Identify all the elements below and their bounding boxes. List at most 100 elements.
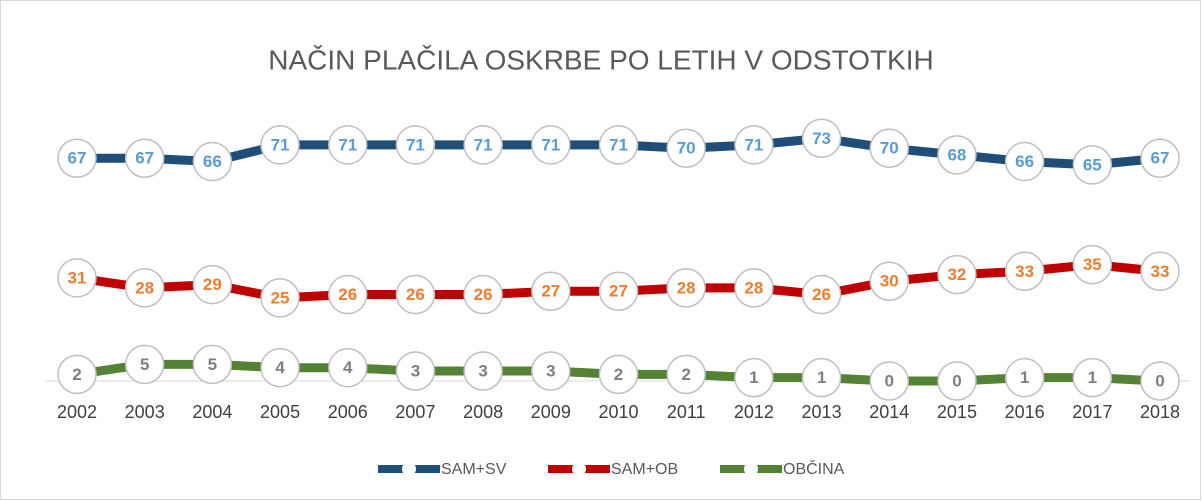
- label-bubble: [869, 128, 909, 168]
- data-label: 32: [947, 265, 966, 284]
- label-bubble: [598, 354, 639, 395]
- x-tick-label: 2015: [937, 402, 977, 422]
- label-bubble: [531, 351, 571, 391]
- label-bubble: [598, 271, 639, 311]
- data-label: 73: [812, 129, 831, 148]
- label-bubble: [260, 278, 300, 318]
- data-label: 67: [68, 149, 87, 168]
- data-label: 1: [1020, 368, 1029, 387]
- data-label: 0: [885, 371, 894, 390]
- x-tick-label: 2018: [1140, 402, 1180, 422]
- x-tick-label: 2006: [328, 402, 368, 422]
- label-bubble: [734, 357, 774, 398]
- data-label: 28: [135, 278, 154, 297]
- data-label: 71: [474, 135, 493, 154]
- label-bubble: [463, 351, 503, 391]
- label-bubble: [463, 125, 503, 165]
- label-bubble: [801, 274, 842, 315]
- label-bubble: [57, 258, 97, 298]
- x-tick-label: 2005: [260, 402, 300, 422]
- legend-marker: [572, 462, 586, 476]
- x-tick-label: 2002: [57, 402, 97, 422]
- label-bubble: [328, 125, 368, 165]
- data-label: 27: [609, 282, 628, 301]
- label-bubble: [666, 268, 706, 308]
- data-label: 26: [812, 285, 831, 304]
- data-label: 67: [135, 149, 154, 168]
- label-bubble: [531, 125, 571, 165]
- label-bubble: [1072, 244, 1113, 285]
- data-label: 71: [609, 135, 628, 154]
- label-bubble: [1140, 361, 1180, 401]
- x-tick-label: 2014: [869, 402, 909, 422]
- x-tick-label: 2007: [395, 402, 435, 422]
- data-label: 2: [72, 365, 81, 384]
- label-bubble: [1004, 141, 1045, 182]
- label-bubble: [1140, 138, 1180, 178]
- label-bubble: [869, 361, 909, 401]
- label-bubble: [395, 274, 436, 315]
- data-label: 5: [208, 355, 217, 374]
- label-bubble: [734, 268, 774, 308]
- data-label: 30: [880, 272, 899, 291]
- data-label: 67: [1151, 149, 1170, 168]
- data-label: 28: [677, 278, 696, 297]
- label-bubble: [192, 344, 233, 385]
- legend-label: SAM+SV: [441, 461, 507, 478]
- label-bubble: [734, 125, 774, 165]
- data-label: 33: [1151, 262, 1170, 281]
- data-label: 71: [744, 135, 763, 154]
- data-label: 66: [203, 152, 222, 171]
- data-label: 26: [474, 285, 493, 304]
- legend-label: SAM+OB: [611, 461, 678, 478]
- label-bubble: [395, 125, 436, 165]
- label-bubble: [801, 118, 842, 159]
- label-bubble: [1072, 145, 1113, 185]
- label-bubble: [869, 261, 909, 301]
- label-bubble: [395, 351, 436, 391]
- data-label: 28: [744, 278, 763, 297]
- label-bubble: [192, 264, 233, 305]
- data-label: 25: [271, 288, 290, 307]
- data-label: 0: [1155, 371, 1164, 390]
- label-bubble: [666, 128, 706, 168]
- x-tick-label: 2016: [1005, 402, 1045, 422]
- x-tick-label: 2017: [1072, 402, 1112, 422]
- data-label: 27: [541, 282, 560, 301]
- label-bubble: [124, 268, 165, 308]
- data-label: 35: [1083, 255, 1102, 274]
- x-tick-label: 2003: [125, 402, 165, 422]
- data-label: 71: [338, 135, 357, 154]
- data-label: 5: [140, 355, 149, 374]
- label-bubble: [598, 125, 639, 165]
- data-label: 31: [68, 268, 87, 287]
- legend-marker: [402, 462, 416, 476]
- data-label: 71: [271, 135, 290, 154]
- data-label: 2: [614, 365, 623, 384]
- x-tick-label: 2004: [192, 402, 232, 422]
- legend-label: OBČINA: [783, 459, 845, 478]
- label-bubble: [1072, 357, 1113, 398]
- data-label: 66: [1015, 152, 1034, 171]
- data-label: 68: [947, 145, 966, 164]
- label-bubble: [937, 135, 977, 175]
- label-bubble: [1004, 357, 1045, 398]
- data-label: 71: [406, 135, 425, 154]
- data-label: 1: [749, 368, 758, 387]
- label-bubble: [260, 125, 300, 165]
- label-bubble: [463, 274, 503, 315]
- data-label: 2: [681, 365, 690, 384]
- data-label: 1: [1088, 368, 1097, 387]
- data-label: 4: [343, 358, 353, 377]
- data-label: 3: [546, 362, 555, 381]
- label-bubble: [124, 138, 165, 178]
- data-label: 26: [406, 285, 425, 304]
- label-bubble: [531, 271, 571, 311]
- label-bubble: [937, 361, 977, 401]
- label-bubble: [328, 347, 368, 388]
- label-bubble: [57, 354, 97, 395]
- label-bubble: [666, 354, 706, 395]
- x-tick-label: 2013: [802, 402, 842, 422]
- data-label: 71: [541, 135, 560, 154]
